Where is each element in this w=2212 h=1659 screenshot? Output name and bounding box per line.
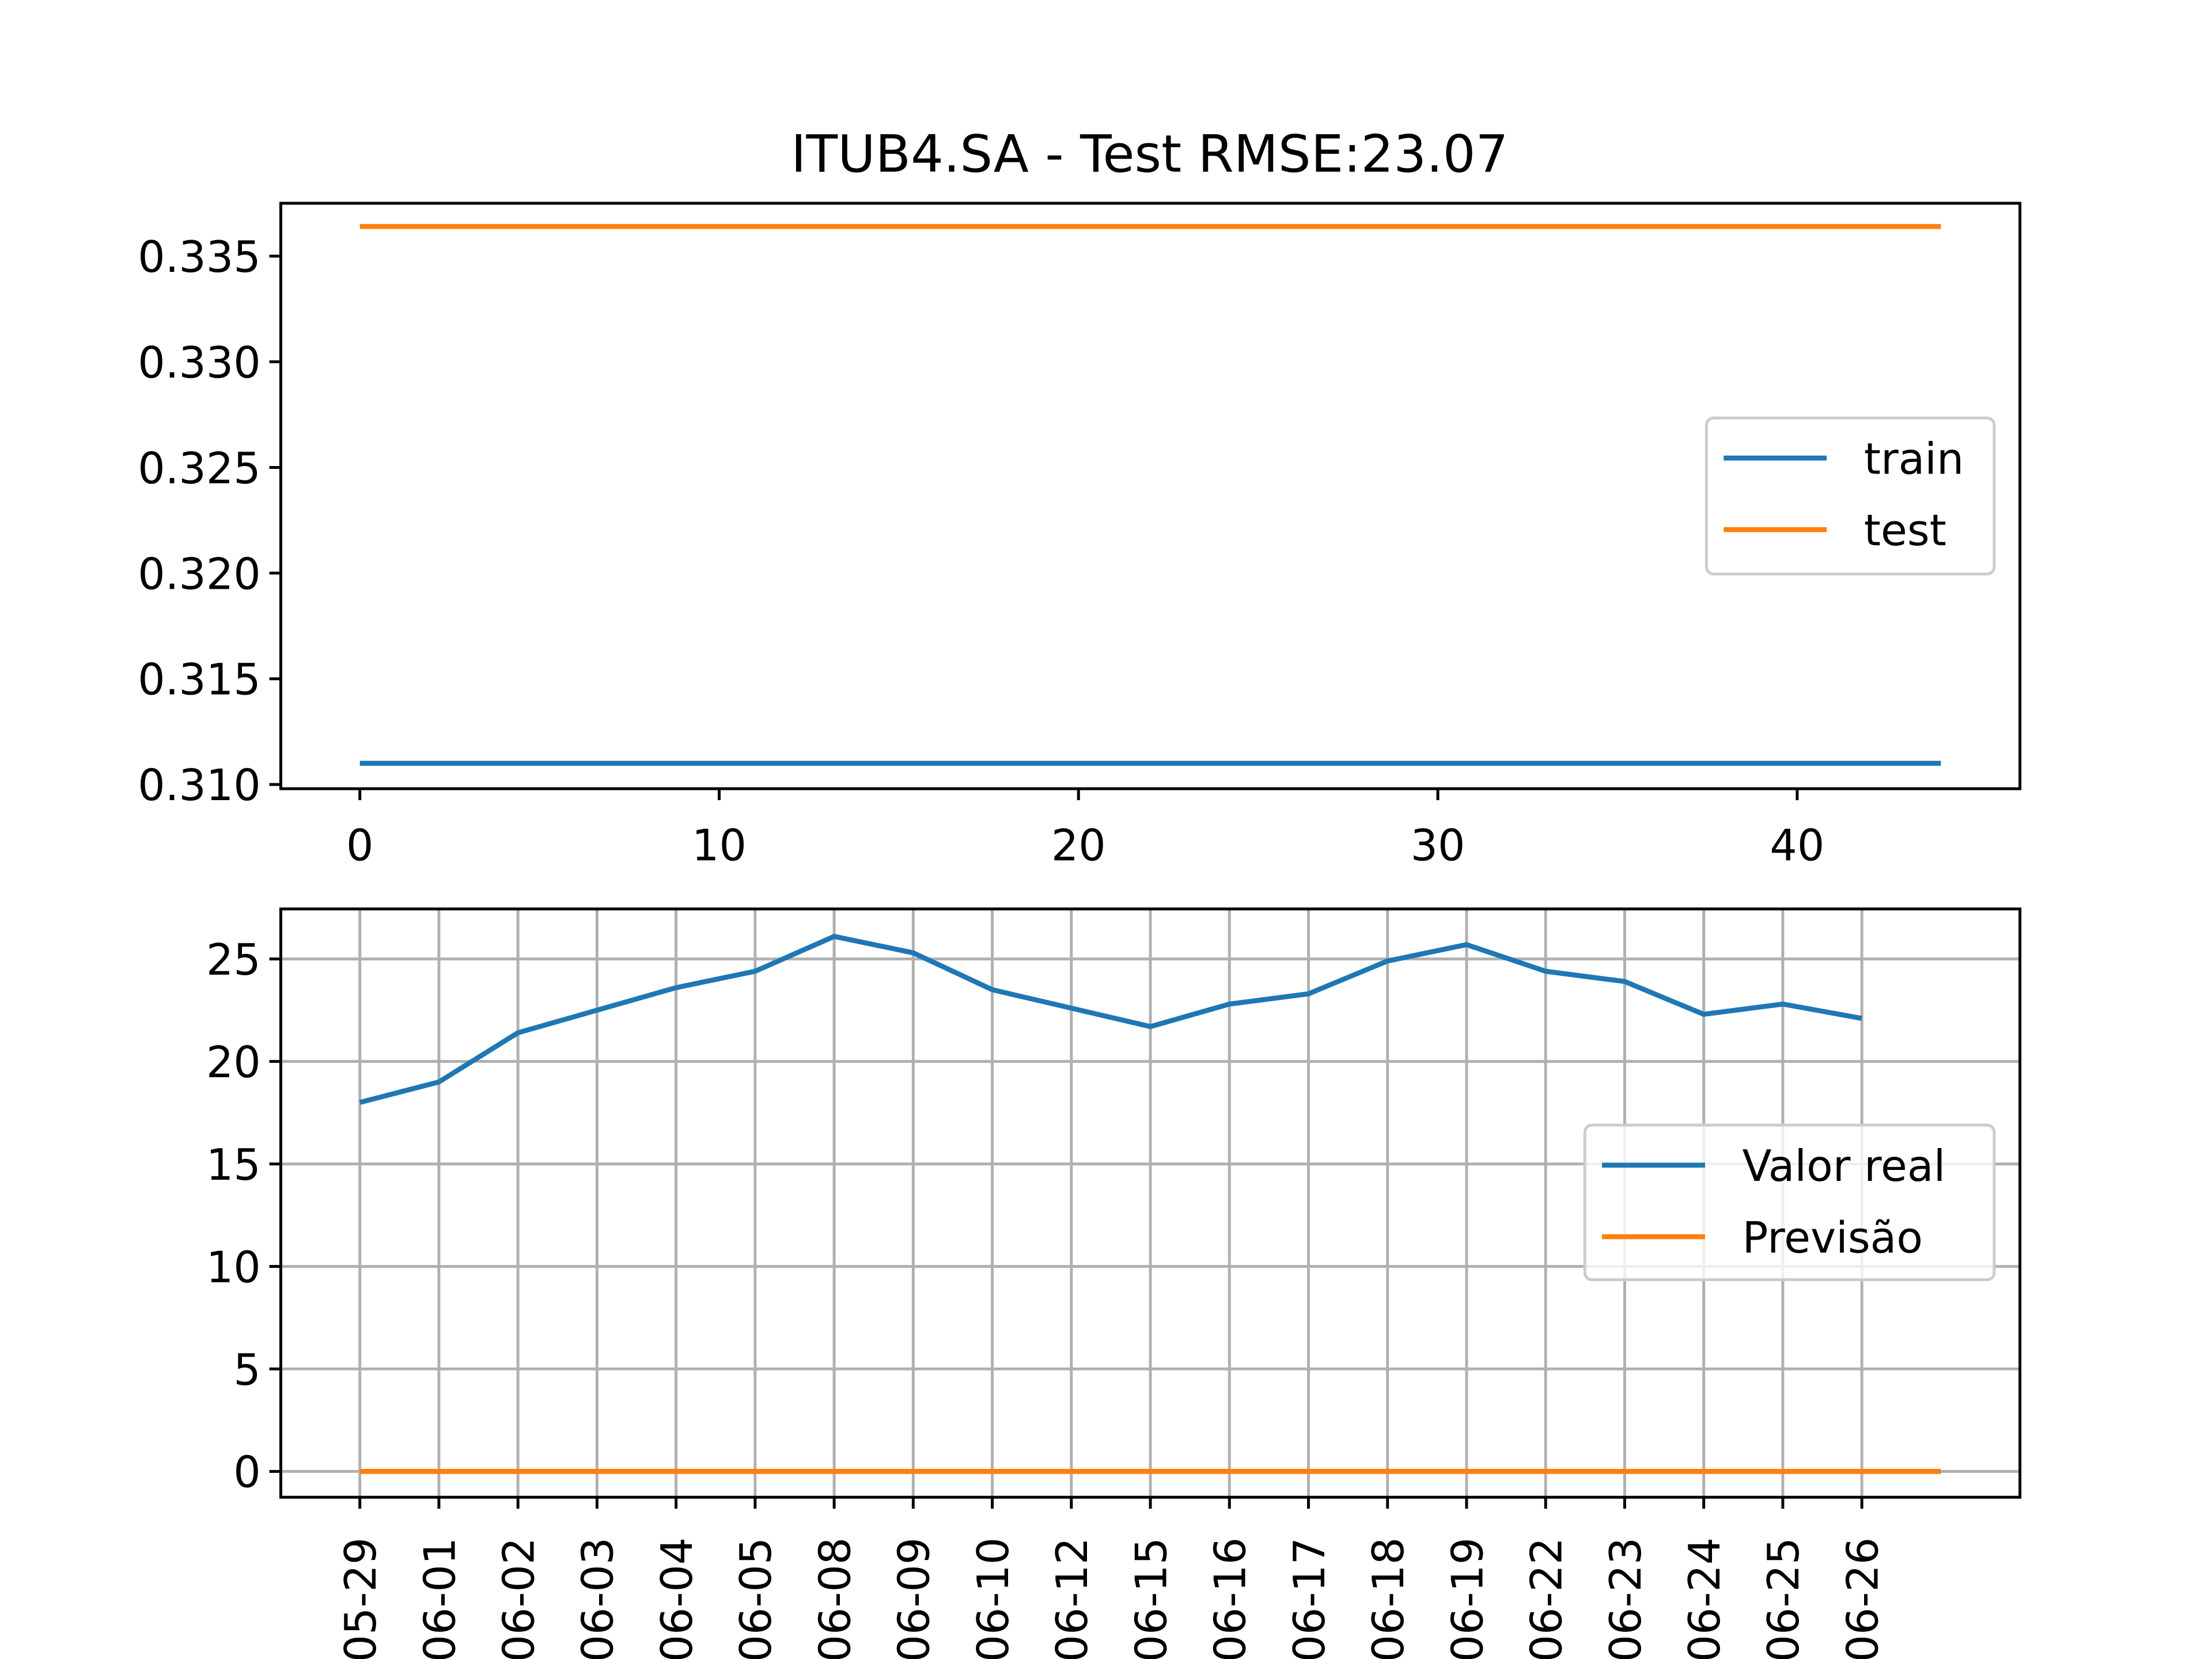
y-tick-label: 0.335 [138,232,260,282]
x-tick-label: 0 [346,820,373,870]
x-tick-label: 06-09 [889,1537,940,1659]
y-tick-label: 0.330 [138,338,260,388]
x-tick-label: 06-18 [1363,1537,1414,1659]
x-tick-label: 06-15 [1126,1537,1176,1659]
x-tick-label: 06-05 [731,1537,781,1659]
x-tick-label: 06-16 [1206,1537,1256,1659]
x-tick-label: 06-12 [1047,1537,1097,1659]
plot-frame [279,907,2022,1499]
data-line [359,934,1862,1105]
x-tick-label: 06-22 [1522,1537,1572,1659]
plot-frame [279,202,2022,790]
x-tick-label: 06-10 [968,1537,1018,1659]
y-tick-label: 0.320 [138,549,260,599]
y-tick-label: 0.310 [138,760,260,810]
x-tick-label: 06-01 [415,1537,465,1659]
x-tick-label: 06-03 [573,1537,623,1659]
x-tick-label: 05-29 [336,1537,386,1659]
legend-label: Previsão [1743,1213,1923,1263]
x-tick-label: 20 [1051,820,1106,870]
x-tick-label: 06-25 [1759,1537,1809,1659]
x-tick-label: 06-04 [652,1537,702,1659]
y-tick-label: 25 [206,935,261,985]
legend-label: test [1864,506,1946,556]
y-tick-label: 0.315 [138,655,260,705]
y-tick-label: 0 [233,1448,260,1498]
x-tick-label: 06-02 [494,1537,544,1659]
legend-label: Valor real [1743,1141,1946,1191]
y-tick-label: 10 [206,1243,261,1293]
y-tick-label: 5 [233,1345,260,1395]
x-tick-label: 30 [1411,820,1465,870]
x-tick-label: 06-19 [1442,1537,1493,1659]
x-tick-label: 06-08 [810,1537,860,1659]
x-tick-label: 40 [1770,820,1824,870]
x-tick-label: 06-23 [1601,1537,1651,1659]
x-tick-label: 06-17 [1285,1537,1335,1659]
legend-label: train [1864,434,1964,484]
x-tick-label: 06-26 [1838,1537,1888,1659]
y-tick-label: 20 [206,1037,261,1088]
x-tick-label: 06-24 [1680,1537,1730,1659]
y-tick-label: 0.325 [138,444,260,494]
y-tick-label: 15 [206,1140,261,1190]
chart-title: ITUB4.SA - Test RMSE:23.07 [791,124,1508,184]
x-tick-label: 10 [692,820,747,870]
